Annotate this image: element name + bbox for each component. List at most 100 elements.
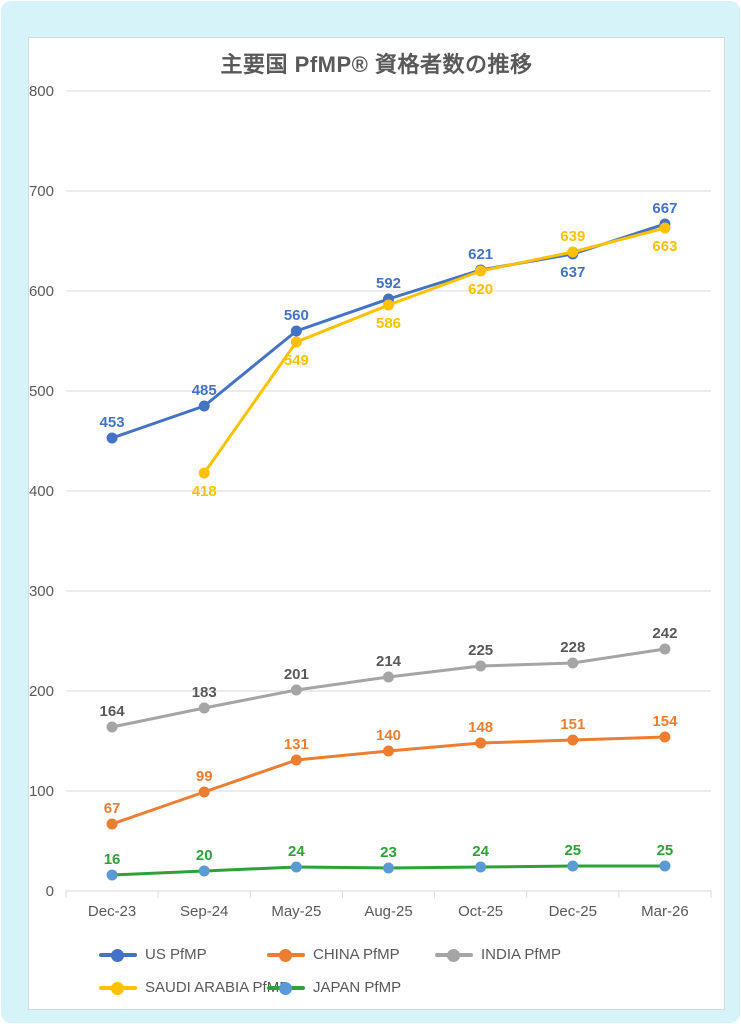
data-point-india-pfmp — [475, 660, 487, 672]
data-point-japan-pfmp — [198, 865, 210, 877]
data-label-india-pfmp: 242 — [652, 625, 677, 642]
data-point-japan-pfmp — [475, 861, 487, 873]
data-point-japan-pfmp — [290, 861, 302, 873]
data-label-saudi-arabia-pfmp: 586 — [376, 315, 401, 332]
data-label-india-pfmp: 201 — [284, 666, 309, 683]
data-label-us-pfmp: 667 — [652, 200, 677, 217]
data-point-us-pfmp — [106, 432, 118, 444]
legend-label: US PfMP — [145, 946, 207, 963]
y-axis-tick-label: 300 — [29, 583, 54, 600]
legend-label: INDIA PfMP — [481, 946, 562, 963]
x-axis-tick-label: Dec-23 — [88, 903, 136, 920]
data-label-japan-pfmp: 25 — [657, 842, 674, 859]
data-label-saudi-arabia-pfmp: 418 — [192, 483, 217, 500]
data-label-india-pfmp: 164 — [100, 703, 126, 720]
data-label-japan-pfmp: 16 — [104, 851, 121, 868]
data-point-japan-pfmp — [106, 869, 118, 881]
data-point-china-pfmp — [290, 754, 302, 766]
series-line-saudi-arabia-pfmp — [202, 226, 667, 475]
data-label-japan-pfmp: 24 — [288, 843, 305, 860]
data-label-saudi-arabia-pfmp: 639 — [560, 228, 585, 245]
legend-marker-dot-icon — [279, 948, 292, 962]
data-label-china-pfmp: 148 — [468, 719, 493, 736]
data-point-saudi-arabia-pfmp — [659, 222, 671, 234]
data-point-china-pfmp — [198, 786, 210, 798]
data-label-us-pfmp: 453 — [100, 414, 125, 431]
y-axis-tick-label: 0 — [46, 883, 54, 900]
data-label-japan-pfmp: 24 — [472, 843, 489, 860]
x-axis-tick-label: Dec-25 — [549, 903, 597, 920]
y-axis-tick-label: 800 — [29, 83, 54, 100]
data-label-japan-pfmp: 20 — [196, 847, 213, 864]
data-point-india-pfmp — [383, 671, 394, 683]
data-label-india-pfmp: 214 — [376, 653, 402, 670]
chart-panel: 主要国 PfMP® 資格者数の推移 0 100 200 300 400 500 600 700… — [28, 37, 725, 1010]
y-axis-tick-label: 400 — [29, 483, 54, 500]
legend-marker-icon — [99, 981, 137, 995]
legend-marker-icon — [267, 948, 305, 962]
legend-marker-dot-icon — [111, 948, 124, 962]
y-axis-tick-label: 200 — [29, 683, 54, 700]
data-point-saudi-arabia-pfmp — [475, 265, 487, 277]
data-label-saudi-arabia-pfmp: 620 — [468, 281, 493, 298]
y-axis-tick-label: 100 — [29, 783, 54, 800]
legend-label: CHINA PfMP — [313, 946, 400, 963]
x-axis-tick-label: Sep-24 — [180, 903, 228, 920]
data-point-india-pfmp — [290, 684, 302, 696]
data-point-china-pfmp — [567, 734, 579, 746]
data-label-japan-pfmp: 23 — [380, 844, 397, 861]
data-point-us-pfmp — [198, 400, 210, 412]
legend-item-japan-pfmp: JAPAN PfMP — [267, 979, 435, 997]
data-label-saudi-arabia-pfmp: 549 — [284, 352, 309, 369]
data-point-china-pfmp — [106, 818, 118, 830]
data-label-us-pfmp: 560 — [284, 307, 309, 324]
data-point-india-pfmp — [659, 643, 671, 655]
data-label-us-pfmp: 637 — [560, 264, 585, 281]
legend-label: JAPAN PfMP — [313, 979, 402, 996]
legend-marker-dot-icon — [111, 981, 124, 995]
legend-marker-icon — [267, 981, 305, 995]
data-label-china-pfmp: 131 — [284, 736, 309, 753]
data-label-japan-pfmp: 25 — [564, 842, 581, 859]
data-label-china-pfmp: 154 — [652, 713, 678, 730]
legend-label: SAUDI ARABIA PfMP — [145, 979, 290, 996]
data-point-saudi-arabia-pfmp — [290, 336, 302, 348]
data-label-india-pfmp: 183 — [192, 684, 217, 701]
data-point-india-pfmp — [198, 702, 210, 714]
data-point-india-pfmp — [106, 721, 118, 733]
data-point-us-pfmp — [290, 325, 302, 337]
data-point-china-pfmp — [475, 737, 487, 749]
data-label-saudi-arabia-pfmp: 663 — [652, 238, 677, 255]
y-axis-tick-label: 700 — [29, 183, 54, 200]
data-point-china-pfmp — [383, 745, 394, 757]
data-point-india-pfmp — [567, 657, 579, 669]
legend-item-china-pfmp: CHINA PfMP — [267, 946, 435, 964]
x-axis-tick-label: Aug-25 — [364, 903, 412, 920]
legend-marker-icon — [435, 948, 473, 962]
data-point-saudi-arabia-pfmp — [383, 299, 394, 311]
legend-item-india-pfmp: INDIA PfMP — [435, 946, 561, 964]
line-chart-plot-area: 0 100 200 300 400 500 600 700 800 Dec-23 Sep-24 May… — [29, 83, 712, 920]
data-label-china-pfmp: 140 — [376, 727, 401, 744]
data-label-china-pfmp: 99 — [196, 768, 213, 785]
y-axis-tick-label: 600 — [29, 283, 54, 300]
legend-item-us-pfmp: US PfMP — [99, 946, 267, 964]
legend-marker-icon — [99, 948, 137, 962]
data-point-japan-pfmp — [383, 862, 394, 874]
chart-legend: US PfMP CHINA PfMP INDIA PfMP SAUDI ARABIA … — [99, 946, 561, 997]
data-point-china-pfmp — [659, 731, 671, 743]
data-label-china-pfmp: 151 — [560, 716, 585, 733]
legend-marker-dot-icon — [447, 948, 460, 962]
data-point-japan-pfmp — [659, 860, 671, 872]
data-label-china-pfmp: 67 — [104, 800, 121, 817]
x-axis-tick-label: Oct-25 — [458, 903, 503, 920]
data-label-us-pfmp: 485 — [192, 382, 217, 399]
legend-item-saudi-arabia-pfmp: SAUDI ARABIA PfMP — [99, 979, 289, 997]
data-point-saudi-arabia-pfmp — [198, 467, 210, 479]
x-axis-tick-label: Mar-26 — [641, 903, 689, 920]
data-label-india-pfmp: 225 — [468, 642, 493, 659]
data-point-saudi-arabia-pfmp — [567, 246, 579, 258]
y-axis-tick-label: 500 — [29, 383, 54, 400]
